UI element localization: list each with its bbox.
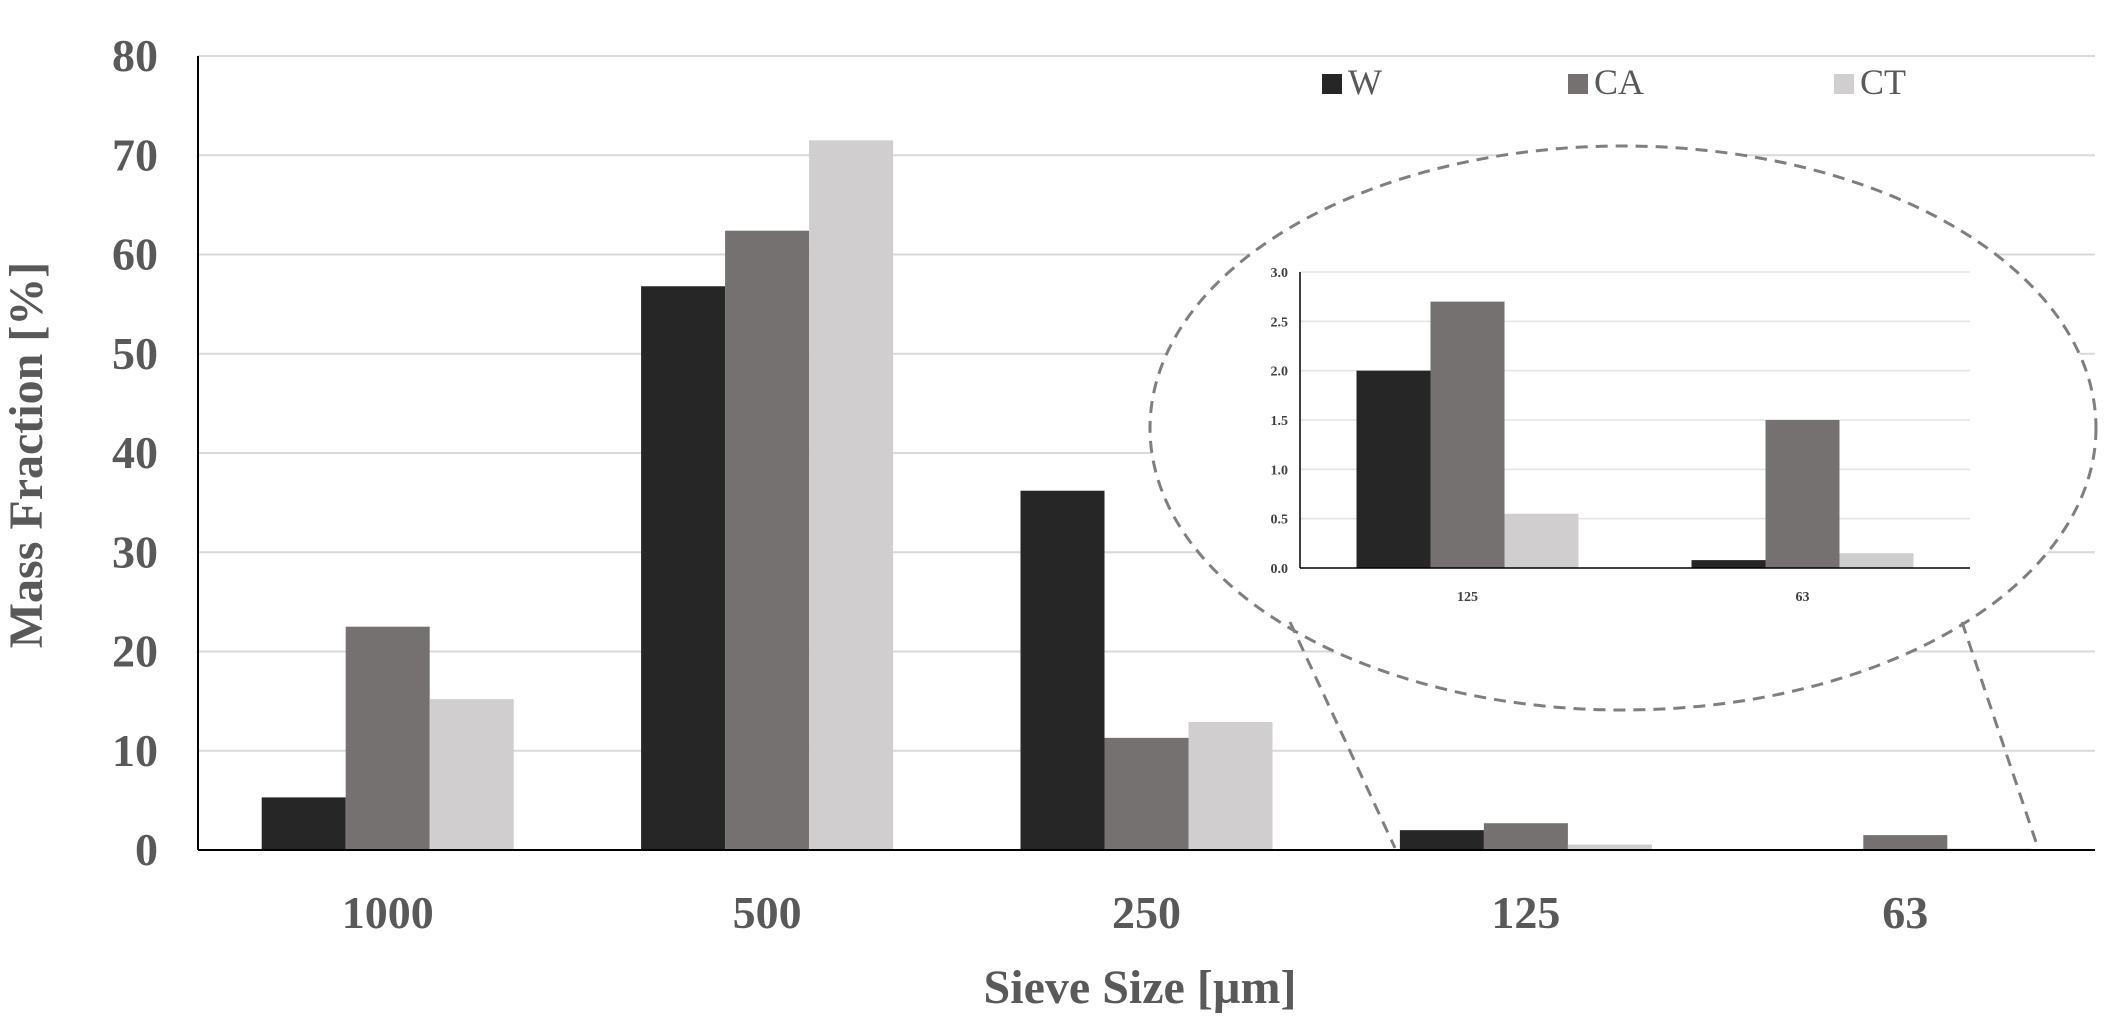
- inset-y-tick-label: 1.5: [1271, 414, 1289, 429]
- x-tick-label: 250: [1112, 887, 1181, 938]
- legend: W CA CT: [1322, 62, 1906, 102]
- zoom-leader-left: [1288, 621, 1397, 849]
- y-tick-label: 10: [112, 725, 158, 776]
- zoom-callout: [1148, 144, 2098, 849]
- y-tick-label: 70: [112, 129, 158, 180]
- y-axis-title: Mass Fraction [%]: [0, 262, 53, 649]
- inset-bar-ct-125: [1504, 513, 1579, 568]
- legend-swatch-ca: [1568, 74, 1588, 94]
- y-tick-label: 0: [135, 824, 158, 875]
- bars: [261, 140, 2032, 851]
- y-tick-label: 30: [112, 526, 158, 577]
- legend-label-w: W: [1348, 62, 1382, 102]
- inset-bar-w-63: [1691, 560, 1766, 568]
- inset-chart: 0.0 0.5 1.0 1.5 2.0 2.5 3.0 125 63: [1271, 266, 1970, 605]
- bar-w-1000: [261, 797, 346, 850]
- bar-ca-1000: [345, 626, 430, 850]
- inset-bar-w-125: [1356, 370, 1431, 568]
- inset-x-tick-label: 125: [1457, 590, 1478, 605]
- zoom-leader-right: [1960, 621, 2040, 849]
- x-tick-label: 125: [1491, 887, 1560, 938]
- bar-ct-250: [1188, 721, 1273, 850]
- bar-ct-125: [1567, 844, 1652, 850]
- inset-y-tick-label: 0.5: [1271, 513, 1289, 528]
- inset-bar-ca-63: [1765, 420, 1840, 568]
- bar-ca-500: [725, 230, 810, 850]
- y-tick-label: 40: [112, 427, 158, 478]
- x-tick-label: 500: [733, 887, 802, 938]
- bar-w-500: [641, 286, 726, 850]
- legend-swatch-w: [1322, 74, 1342, 94]
- zoom-ellipse: [1148, 144, 2098, 712]
- bar-ca-250: [1104, 737, 1189, 850]
- legend-swatch-ct: [1834, 74, 1854, 94]
- legend-label-ca: CA: [1594, 62, 1644, 102]
- bar-ct-500: [809, 140, 894, 851]
- bar-ca-63: [1863, 835, 1948, 850]
- inset-x-tick-label: 63: [1796, 590, 1810, 605]
- legend-label-ct: CT: [1860, 62, 1906, 102]
- y-tick-label: 20: [112, 626, 158, 677]
- grid-lines: [198, 55, 2095, 752]
- y-tick-label: 80: [112, 30, 158, 81]
- axes: [197, 56, 2095, 851]
- inset-bar-ca-125: [1430, 301, 1505, 568]
- bar-w-125: [1399, 830, 1484, 850]
- x-tick-labels: 1000 500 250 125 63: [342, 887, 1929, 938]
- inset-bar-ct-63: [1839, 553, 1914, 568]
- inset-y-tick-label: 2.5: [1271, 315, 1289, 330]
- bar-ca-125: [1483, 823, 1568, 850]
- inset-y-tick-label: 2.0: [1271, 365, 1289, 380]
- x-axis-title: Sieve Size [µm]: [984, 961, 1297, 1014]
- x-tick-label: 1000: [342, 887, 434, 938]
- inset-y-tick-label: 3.0: [1271, 266, 1289, 281]
- x-tick-label: 63: [1882, 887, 1928, 938]
- y-tick-label: 50: [112, 328, 158, 379]
- inset-y-tick-label: 1.0: [1271, 463, 1289, 478]
- inset-y-tick-label: 0.0: [1271, 562, 1289, 577]
- bar-w-250: [1020, 490, 1105, 850]
- y-tick-labels: 0 10 20 30 40 50 60 70 80: [112, 30, 158, 875]
- y-tick-label: 60: [112, 229, 158, 280]
- bar-ct-1000: [429, 699, 514, 850]
